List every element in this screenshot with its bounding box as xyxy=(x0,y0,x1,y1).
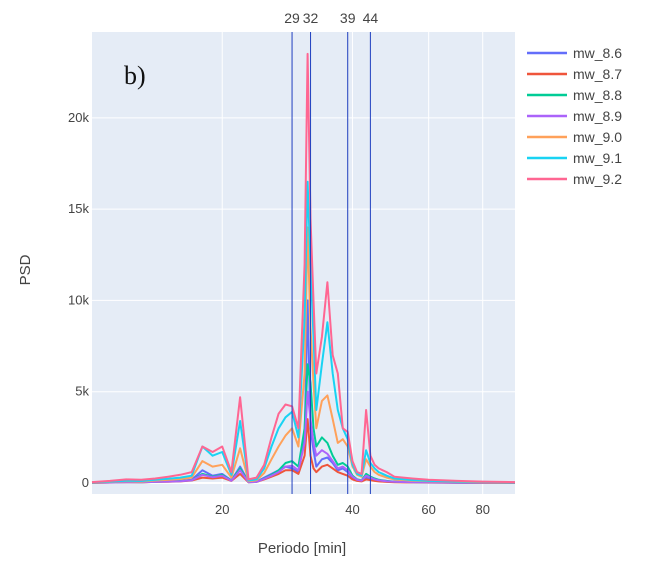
plot-area xyxy=(92,32,515,494)
marker-label-44: 44 xyxy=(363,10,379,26)
y-tick-label: 15k xyxy=(68,201,89,216)
legend-item-mw_9.2[interactable]: mw_9.2 xyxy=(527,171,622,187)
series-line-mw_9.2 xyxy=(91,52,516,484)
marker-label-39: 39 xyxy=(340,10,356,26)
series-line-mw_8.7 xyxy=(91,418,515,484)
y-tick-label: 10k xyxy=(68,292,89,307)
legend-label: mw_9.1 xyxy=(573,150,622,166)
marker-label-29: 29 xyxy=(284,10,300,26)
y-tick-label: 20k xyxy=(68,110,89,125)
x-tick-label: 20 xyxy=(215,502,229,517)
y-axis-title: PSD xyxy=(17,254,34,285)
legend-label: mw_9.2 xyxy=(573,171,622,187)
legend-label: mw_9.0 xyxy=(573,129,622,145)
legend-item-mw_8.6[interactable]: mw_8.6 xyxy=(527,45,622,61)
y-tick-label: 5k xyxy=(75,384,89,399)
x-axis-ticks: 20 40 60 80 xyxy=(215,502,490,517)
series-line-mw_8.9 xyxy=(91,390,515,484)
legend-label: mw_8.9 xyxy=(573,108,622,124)
legend-label: mw_8.7 xyxy=(573,66,622,82)
legend-item-mw_8.8[interactable]: mw_8.8 xyxy=(527,87,622,103)
legend-item-mw_8.9[interactable]: mw_8.9 xyxy=(527,108,622,124)
vertical-markers: 29 32 39 44 xyxy=(284,10,378,494)
legend-label: mw_8.8 xyxy=(573,87,622,103)
x-tick-label: 60 xyxy=(421,502,435,517)
y-tick-label: 0 xyxy=(82,475,89,490)
series-layer xyxy=(91,52,516,484)
legend[interactable]: mw_8.6 mw_8.7 mw_8.8 mw_8.9 mw_9.0 mw_9.1 mw_9… xyxy=(527,45,622,187)
legend-item-mw_8.7[interactable]: mw_8.7 xyxy=(527,66,622,82)
marker-label-32: 32 xyxy=(303,10,319,26)
x-axis-title: Periodo [min] xyxy=(258,540,346,557)
legend-item-mw_9.0[interactable]: mw_9.0 xyxy=(527,129,622,145)
y-axis-ticks: 0 5k 10k 15k 20k xyxy=(68,110,89,490)
x-tick-label: 40 xyxy=(345,502,359,517)
x-tick-label: 80 xyxy=(475,502,489,517)
legend-label: mw_8.6 xyxy=(573,45,622,61)
legend-item-mw_9.1[interactable]: mw_9.1 xyxy=(527,150,622,166)
series-line-mw_9.0 xyxy=(91,226,516,484)
panel-label: b) xyxy=(124,61,146,90)
